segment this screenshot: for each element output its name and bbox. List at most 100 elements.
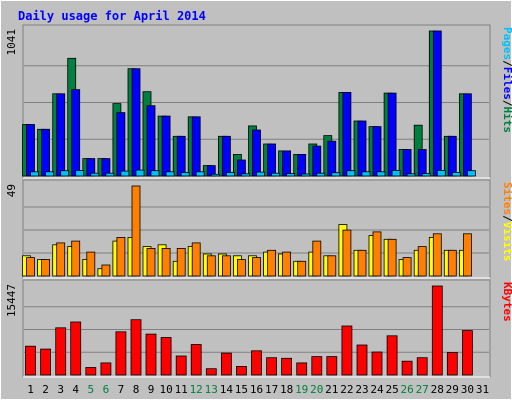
- bar-kbytes-day-14: [220, 352, 232, 376]
- bar-sites-day-12: [191, 242, 201, 277]
- bar-pages-day-3: [60, 170, 70, 177]
- bar-files-day-16: [252, 129, 261, 177]
- bar-kbytes-day-26: [401, 360, 413, 376]
- bar-pages-day-13: [210, 173, 220, 177]
- bar-kbytes-day-3: [55, 327, 67, 376]
- bar-pages-day-9: [150, 170, 160, 177]
- bar-sites-day-18: [282, 251, 292, 277]
- bar-files-day-29: [447, 135, 457, 177]
- bar-files-day-30: [462, 93, 472, 177]
- day-label: 27: [416, 383, 429, 396]
- bar-pages-day-6: [105, 172, 115, 177]
- bar-files-day-28: [432, 30, 442, 177]
- bar-files-day-24: [372, 126, 382, 177]
- day-label: 6: [103, 383, 110, 396]
- day-label: 20: [310, 383, 323, 396]
- bar-pages-day-25: [391, 169, 401, 177]
- bar-files-day-7: [116, 112, 126, 177]
- bar-pages-day-11: [180, 172, 190, 177]
- day-label: 23: [355, 383, 368, 396]
- panel-max-label: 15447: [5, 284, 18, 317]
- bar-pages-day-4: [75, 169, 85, 177]
- bar-kbytes-day-21: [326, 356, 338, 376]
- bar-sites-day-26: [402, 257, 412, 277]
- day-label: 26: [400, 383, 413, 396]
- bar-kbytes-day-1: [25, 345, 36, 376]
- bar-sites-day-15: [236, 259, 246, 277]
- bar-files-day-10: [161, 115, 171, 177]
- day-label: 30: [461, 383, 474, 396]
- bar-kbytes-day-5: [85, 367, 97, 376]
- bar-pages-day-2: [45, 171, 54, 177]
- day-label: 22: [340, 383, 353, 396]
- panel-legend: KBytes: [501, 282, 512, 322]
- bar-pages-day-1: [30, 171, 39, 177]
- bar-pages-day-12: [195, 171, 205, 177]
- bar-pages-day-7: [120, 170, 130, 177]
- bar-kbytes-day-7: [115, 331, 127, 376]
- bar-sites-day-24: [372, 231, 382, 277]
- bar-kbytes-day-12: [190, 344, 202, 376]
- bar-kbytes-day-29: [446, 352, 458, 376]
- day-label: 18: [280, 383, 293, 396]
- bar-pages-day-21: [331, 172, 341, 177]
- bar-pages-day-5: [90, 172, 100, 177]
- bar-pages-day-29: [451, 171, 461, 177]
- bar-sites-day-7: [116, 236, 126, 277]
- day-label: 16: [250, 383, 263, 396]
- bar-files-day-20: [312, 145, 322, 177]
- legend-entry: Pages: [501, 27, 512, 60]
- panel-legend: Sites/Visits: [501, 182, 512, 262]
- day-label: 17: [265, 383, 278, 396]
- bar-files-day-17: [267, 143, 277, 177]
- bar-pages-day-20: [316, 172, 326, 177]
- day-label: 9: [148, 383, 155, 396]
- bar-pages-day-27: [421, 173, 431, 177]
- day-label: 8: [133, 383, 140, 396]
- legend-entry: Visits: [501, 222, 512, 262]
- bar-sites-day-28: [432, 233, 442, 277]
- bar-files-day-1: [26, 124, 35, 177]
- bar-kbytes-day-10: [160, 337, 172, 376]
- bar-kbytes-day-24: [371, 351, 383, 376]
- legend-entry: Files: [501, 67, 512, 100]
- bar-sites-day-30: [462, 233, 472, 277]
- day-label: 11: [175, 383, 188, 396]
- bar-pages-day-30: [466, 170, 476, 177]
- legend-entry: Sites: [501, 182, 512, 215]
- day-label: 4: [72, 383, 79, 396]
- bar-sites-day-27: [417, 246, 427, 277]
- bar-files-day-14: [221, 135, 231, 177]
- bar-kbytes-day-27: [416, 357, 428, 376]
- bar-sites-day-3: [56, 242, 66, 277]
- bar-files-day-21: [327, 140, 337, 177]
- bar-files-day-2: [41, 128, 50, 177]
- bar-pages-day-23: [361, 171, 371, 177]
- bar-sites-day-8: [131, 185, 141, 277]
- day-label: 7: [118, 383, 125, 396]
- day-label: 19: [295, 383, 308, 396]
- bar-sites-day-21: [327, 255, 337, 277]
- bar-kbytes-day-16: [251, 350, 262, 376]
- bar-sites-day-16: [252, 257, 261, 277]
- day-label: 15: [235, 383, 248, 396]
- bar-pages-day-22: [346, 170, 356, 177]
- bar-pages-day-14: [225, 172, 235, 177]
- bar-files-day-23: [357, 120, 367, 177]
- bar-kbytes-day-30: [461, 330, 473, 376]
- bar-kbytes-day-28: [431, 285, 443, 376]
- bar-files-day-22: [342, 92, 352, 177]
- bar-sites-day-23: [357, 249, 367, 277]
- bar-sites-day-19: [297, 260, 307, 277]
- bar-pages-day-26: [406, 173, 416, 177]
- legend-entry: /: [501, 100, 512, 107]
- bar-kbytes-day-18: [281, 357, 293, 376]
- bar-sites-day-5: [86, 251, 96, 277]
- bar-kbytes-day-9: [145, 333, 157, 376]
- bar-files-day-25: [387, 92, 397, 177]
- day-label: 21: [325, 383, 338, 396]
- bar-kbytes-day-23: [356, 344, 368, 376]
- bar-pages-day-17: [271, 172, 281, 177]
- bar-pages-day-10: [165, 171, 175, 177]
- bar-kbytes-day-15: [235, 365, 247, 376]
